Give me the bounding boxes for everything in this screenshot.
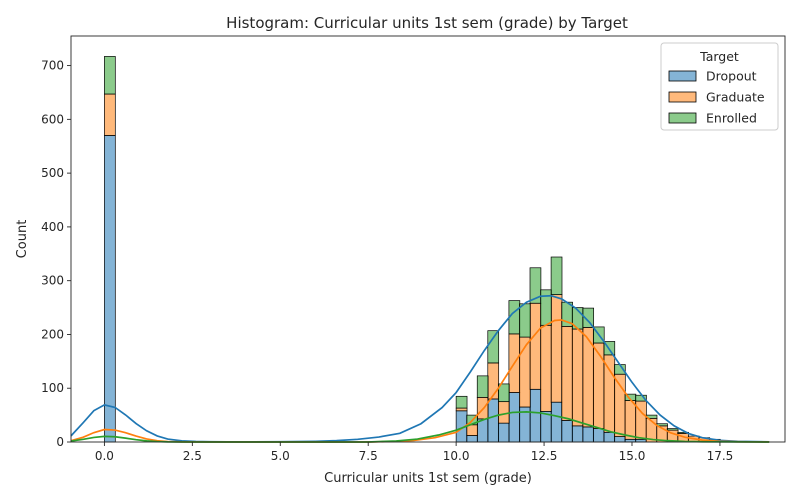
bar-dropout-0 (104, 135, 116, 443)
bar-enrolled-6 (508, 300, 521, 335)
y-tick-label: 300 (41, 274, 64, 288)
kde-curves (70, 294, 770, 443)
x-axis-ticks: 0.0 2.5 5.0 7.5 10.0 12.5 15.0 17.5 (95, 442, 733, 463)
bar-enrolled-10 (550, 256, 563, 296)
bar-dropout-10 (550, 401, 563, 443)
bar-dropout-13 (582, 426, 595, 443)
bar-dropout-11 (561, 420, 573, 443)
bar-dropout-14 (592, 428, 605, 443)
bar-enrolled-13 (582, 307, 595, 328)
y-axis-label: Count (15, 220, 30, 259)
bar-graduate-11 (561, 326, 573, 421)
bar-graduate-15 (603, 354, 616, 433)
y-tick-label: 0 (56, 435, 64, 449)
bar-graduate-12 (571, 328, 584, 427)
bar-graduate-4 (487, 362, 500, 400)
y-tick-label: 100 (41, 381, 64, 395)
bar-enrolled-7 (519, 303, 531, 338)
legend-swatch-enrolled (668, 112, 697, 124)
legend-box (660, 42, 779, 131)
kde-line-enrolled (70, 411, 770, 443)
bar-enrolled-0 (104, 56, 116, 95)
bar-graduate-14 (592, 342, 605, 429)
bar-dropout-15 (603, 431, 616, 443)
bar-dropout-12 (571, 425, 584, 443)
bar-graduate-8 (529, 302, 542, 390)
bar-dropout-2 (466, 435, 478, 443)
y-axis-ticks: 0 100 200 300 400 500 600 700 (41, 59, 71, 449)
x-tick-label: 2.5 (183, 449, 202, 463)
bar-dropout-16 (614, 436, 626, 443)
chart-title: Histogram: Curricular units 1st sem (gra… (226, 14, 628, 32)
bar-enrolled-21 (666, 428, 679, 431)
y-tick-label: 400 (41, 220, 64, 234)
x-tick-label: 10.0 (443, 449, 470, 463)
legend-label-enrolled: Enrolled (706, 111, 757, 126)
bar-enrolled-4 (487, 330, 500, 364)
legend-label-dropout: Dropout (706, 69, 757, 84)
x-tick-label: 15.0 (619, 449, 646, 463)
bar-graduate-10 (550, 294, 563, 403)
bar-enrolled-8 (529, 267, 542, 304)
bar-dropout-8 (529, 388, 542, 443)
bar-enrolled-5 (497, 383, 510, 403)
kde-line-dropout (70, 294, 770, 443)
bar-graduate-13 (582, 327, 595, 428)
bar-dropout-9 (540, 411, 552, 443)
y-tick-label: 700 (41, 59, 64, 73)
x-tick-label: 12.5 (531, 449, 558, 463)
bar-graduate-9 (540, 324, 552, 412)
histogram-bars (104, 56, 721, 443)
x-tick-label: 17.5 (707, 449, 734, 463)
x-tick-label: 7.5 (359, 449, 378, 463)
y-tick-label: 200 (41, 327, 64, 341)
y-tick-label: 500 (41, 166, 64, 180)
legend-label-graduate: Graduate (706, 90, 765, 105)
plot-frame (70, 35, 786, 443)
bar-dropout-5 (497, 422, 510, 443)
bar-enrolled-1 (455, 395, 468, 409)
bar-graduate-1 (455, 407, 468, 412)
legend-items: Dropout Graduate Enrolled (668, 69, 765, 126)
bar-graduate-16 (614, 373, 626, 437)
legend: Target Dropout Graduate Enrolled (660, 42, 779, 131)
x-tick-label: 0.0 (95, 449, 114, 463)
y-tick-label: 600 (41, 112, 64, 126)
kde-line-graduate (70, 319, 770, 443)
bar-enrolled-3 (476, 375, 489, 398)
x-tick-label: 5.0 (271, 449, 290, 463)
bar-graduate-5 (497, 401, 510, 424)
legend-swatch-graduate (668, 91, 697, 103)
x-axis-label: Curricular units 1st sem (grade) (324, 471, 532, 486)
bar-dropout-4 (487, 398, 500, 443)
bar-graduate-17 (624, 400, 637, 440)
legend-swatch-dropout (668, 70, 697, 82)
legend-title: Target (699, 49, 739, 64)
bar-graduate-0 (104, 93, 116, 136)
bar-dropout-6 (508, 392, 521, 443)
